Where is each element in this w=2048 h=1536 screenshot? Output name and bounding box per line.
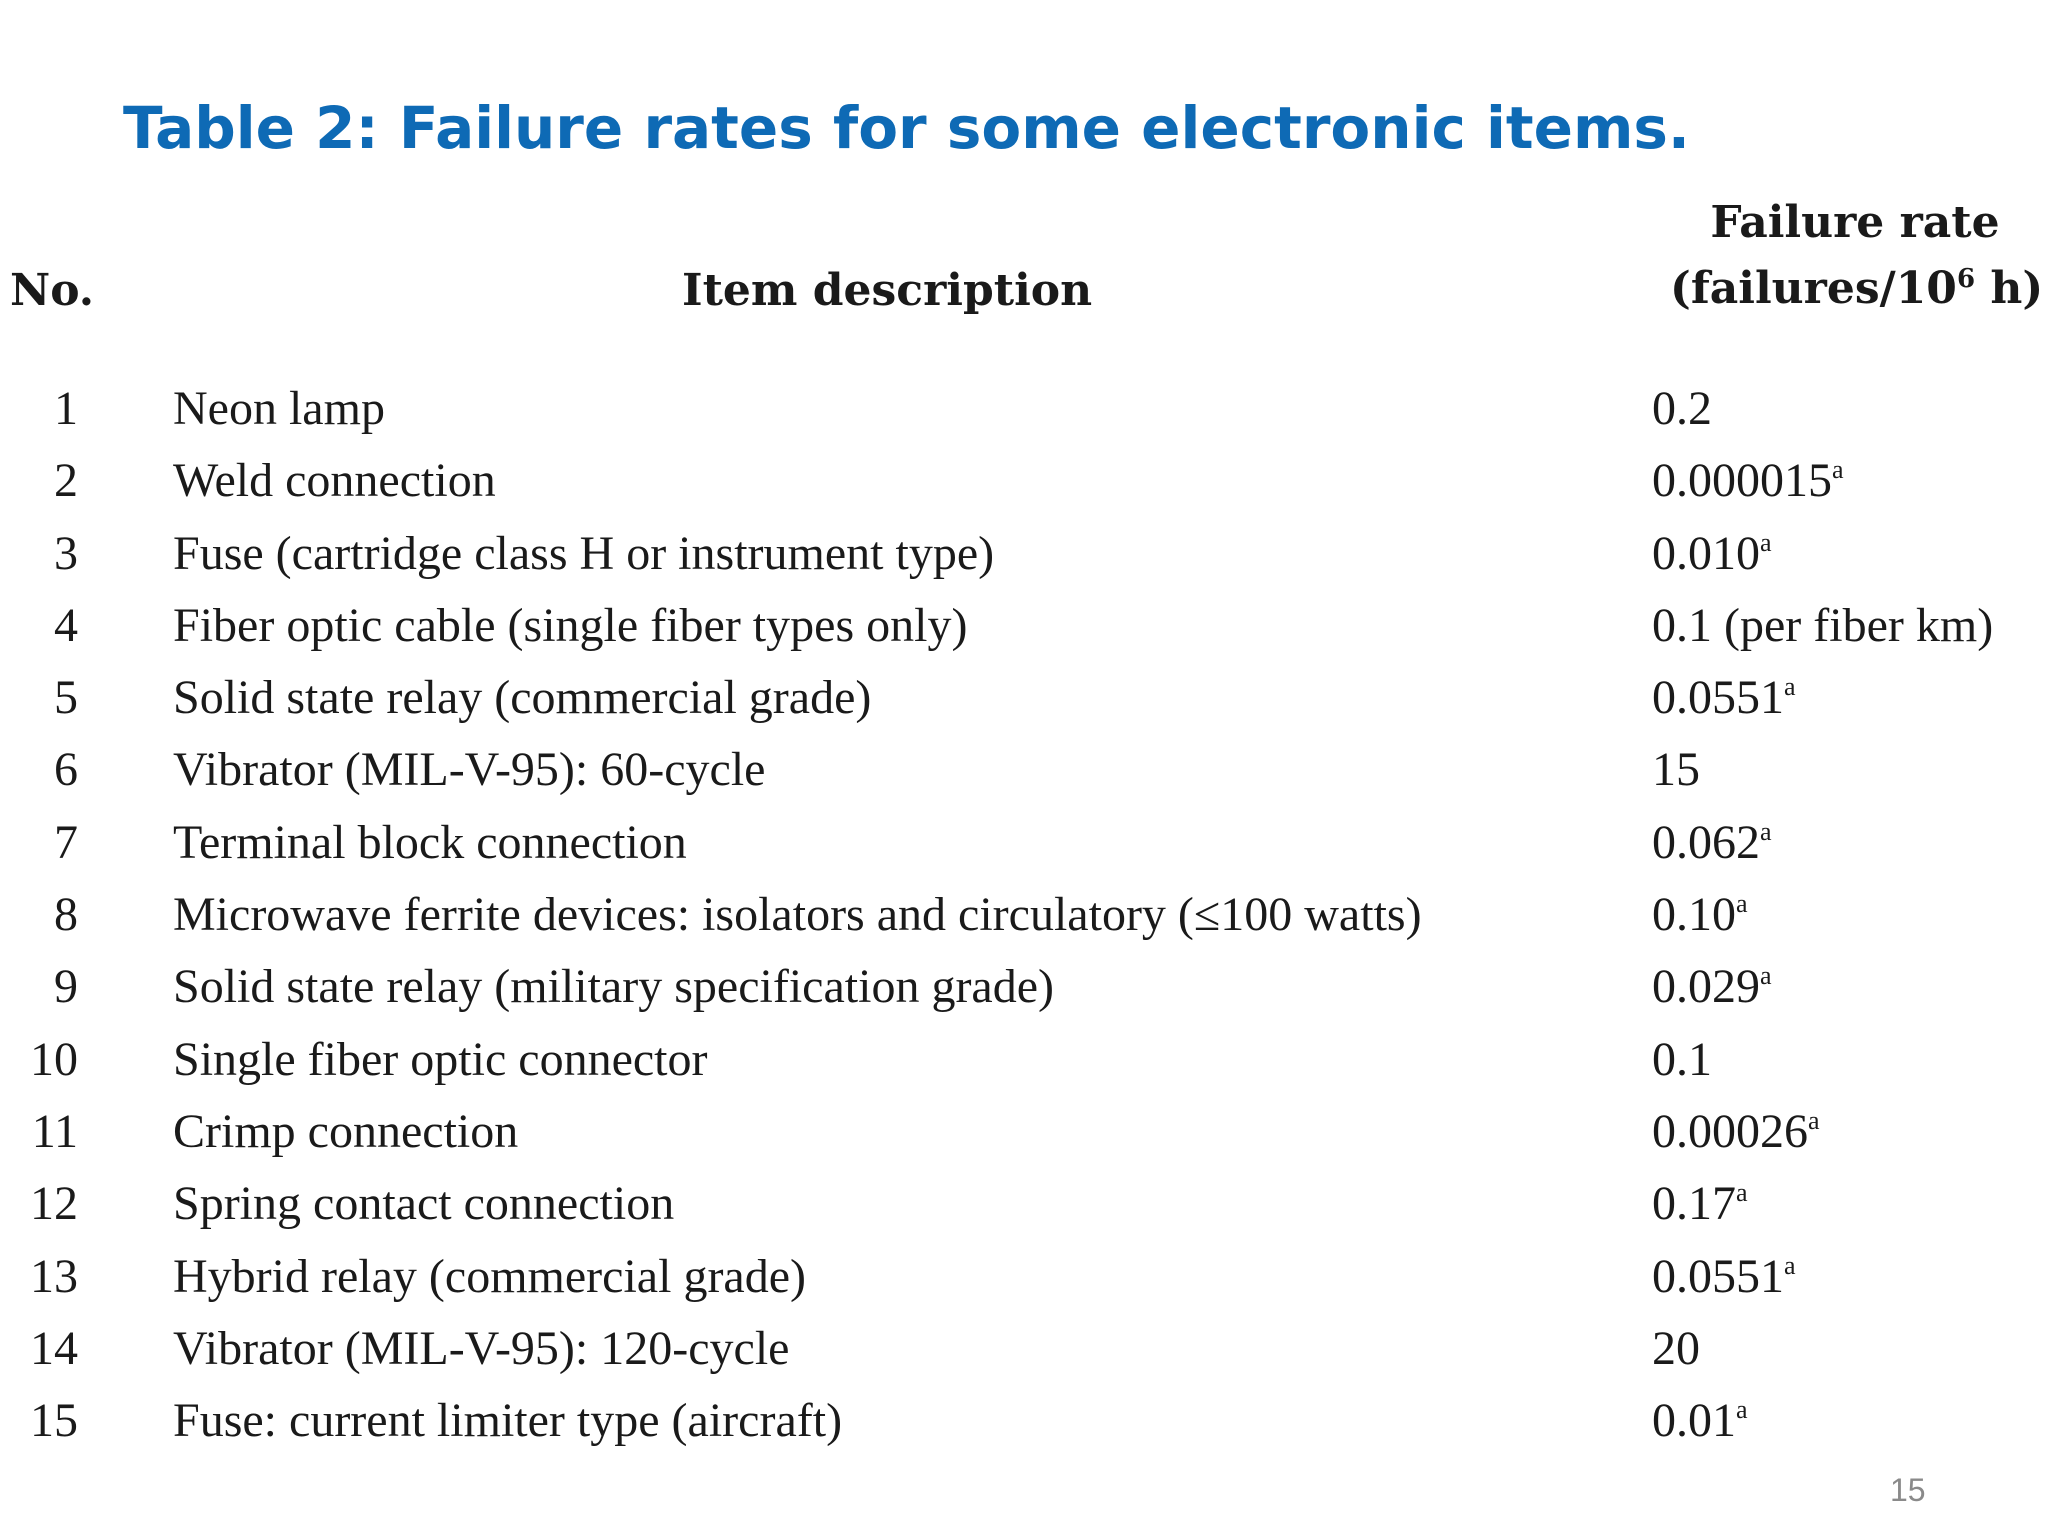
row-number: 12	[30, 1177, 78, 1231]
footnote-marker: a	[1760, 816, 1772, 846]
failure-rate-value: 0.1	[1652, 1024, 1712, 1096]
failure-rate-value: 0.10a	[1652, 879, 1748, 951]
table-row: 6 Vibrator (MIL-V-95): 60-cycle 15	[0, 734, 2048, 806]
failure-rate-unit-exponent: 6	[1956, 264, 1976, 294]
row-number: 5	[54, 671, 78, 725]
row-number: 15	[30, 1394, 78, 1448]
failure-rate-number: 15	[1652, 743, 1700, 797]
item-description: Fuse (cartridge class H or instrument ty…	[173, 526, 995, 580]
column-header-failure-rate: Failure rate (failures/106 h)	[1670, 190, 2044, 322]
failure-rate-number: 0.062	[1652, 815, 1760, 869]
row-number: 13	[30, 1249, 78, 1303]
failure-rate-number: 0.1 (per fiber km)	[1652, 598, 1994, 652]
table-row: 9 Solid state relay (military specificati…	[0, 951, 2048, 1023]
footnote-marker: a	[1736, 1395, 1748, 1425]
table-row: 15 Fuse: current limiter type (aircraft) 0…	[0, 1385, 2048, 1457]
item-description: Hybrid relay (commercial grade)	[173, 1249, 807, 1303]
table-row: 7 Terminal block connection 0.062a	[0, 807, 2048, 879]
table-row: 13 Hybrid relay (commercial grade) 0.0551a	[0, 1241, 2048, 1313]
failure-rate-number: 0.000015	[1652, 454, 1832, 508]
failure-rate-number: 20	[1652, 1321, 1700, 1375]
table-row: 4 Fiber optic cable (single fiber types o…	[0, 590, 2048, 662]
failure-rate-value: 0.029a	[1652, 951, 1772, 1023]
row-number: 1	[54, 382, 78, 435]
item-description: Terminal block connection	[173, 815, 687, 869]
row-number: 7	[54, 815, 78, 869]
table-row: 5 Solid state relay (commercial grade) 0.0…	[0, 662, 2048, 734]
failure-rate-number: 0.2	[1652, 382, 1712, 435]
item-description: Microwave ferrite devices: isolators and…	[173, 888, 1422, 942]
column-header-description: Item description	[682, 265, 1093, 316]
failure-rate-number: 0.17	[1652, 1177, 1736, 1231]
failure-rate-number: 0.01	[1652, 1394, 1736, 1448]
row-number: 14	[30, 1321, 78, 1375]
failure-rate-number: 0.0551	[1652, 671, 1784, 725]
failure-rate-value: 0.01a	[1652, 1385, 1748, 1457]
footnote-marker: a	[1736, 1178, 1748, 1208]
row-number: 4	[54, 598, 78, 652]
row-number: 3	[54, 526, 78, 580]
footnote-marker: a	[1736, 889, 1748, 919]
item-description: Single fiber optic connector	[173, 1032, 708, 1086]
item-description: Vibrator (MIL-V-95): 60-cycle	[173, 743, 766, 797]
row-number: 10	[30, 1032, 78, 1086]
footnote-marker: a	[1760, 527, 1772, 557]
failure-rate-value: 0.00026a	[1652, 1096, 1820, 1168]
table-row: 2 Weld connection 0.000015a	[0, 445, 2048, 517]
item-description: Solid state relay (commercial grade)	[173, 671, 872, 725]
failure-rate-value: 0.062a	[1652, 807, 1772, 879]
failure-rate-number: 0.1	[1652, 1032, 1712, 1086]
table-row: 1 Neon lamp 0.2	[0, 373, 2048, 445]
footnote-marker: a	[1808, 1105, 1820, 1135]
row-number: 8	[54, 888, 78, 942]
item-description: Solid state relay (military specificatio…	[173, 960, 1055, 1014]
failure-rate-value: 20	[1652, 1313, 1700, 1385]
table-row: 12 Spring contact connection 0.17a	[0, 1168, 2048, 1240]
failure-rate-value: 0.2	[1652, 373, 1712, 445]
row-number: 9	[54, 960, 78, 1014]
item-description: Vibrator (MIL-V-95): 120-cycle	[173, 1321, 790, 1375]
failure-rate-number: 0.010	[1652, 526, 1760, 580]
page-number: 15	[1890, 1472, 1926, 1508]
failure-rate-number: 0.10	[1652, 888, 1736, 942]
footnote-marker: a	[1832, 455, 1844, 485]
failure-rate-unit-suffix: h)	[1975, 263, 2044, 314]
item-description: Neon lamp	[173, 382, 385, 435]
footnote-marker: a	[1784, 672, 1796, 702]
table-row: 8 Microwave ferrite devices: isolators an…	[0, 879, 2048, 951]
failure-rate-value: 0.1 (per fiber km)	[1652, 590, 1993, 662]
failure-rate-unit-prefix: (failures/10	[1670, 263, 1957, 314]
row-number: 2	[54, 454, 78, 508]
failure-rate-table-body: 1 Neon lamp 0.2 2 Weld connection 0.000015a 3 F…	[0, 373, 2048, 1457]
item-description: Spring contact connection	[173, 1177, 675, 1231]
failure-rate-number: 0.0551	[1652, 1249, 1784, 1303]
table-row: 14 Vibrator (MIL-V-95): 120-cycle 20	[0, 1313, 2048, 1385]
failure-rate-value: 0.000015a	[1652, 445, 1844, 517]
table-row: 11 Crimp connection 0.00026a	[0, 1096, 2048, 1168]
failure-rate-value: 0.0551a	[1652, 662, 1796, 734]
failure-rate-value: 0.0551a	[1652, 1241, 1796, 1313]
item-description: Crimp connection	[173, 1104, 519, 1158]
failure-rate-header-line2: (failures/106 h)	[1670, 256, 2044, 322]
footnote-marker: a	[1784, 1250, 1796, 1280]
item-description: Weld connection	[173, 454, 496, 508]
table-row: 3 Fuse (cartridge class H or instrument t…	[0, 518, 2048, 590]
footnote-marker: a	[1760, 961, 1772, 991]
failure-rate-number: 0.00026	[1652, 1104, 1808, 1158]
item-description: Fiber optic cable (single fiber types on…	[173, 598, 968, 652]
column-header-no: No.	[10, 265, 95, 316]
failure-rate-value: 15	[1652, 734, 1700, 806]
row-number: 6	[54, 743, 78, 797]
slide-title: Table 2: Failure rates for some electron…	[123, 94, 1690, 162]
row-number: 11	[31, 1104, 78, 1158]
failure-rate-value: 0.17a	[1652, 1168, 1748, 1240]
failure-rate-number: 0.029	[1652, 960, 1760, 1014]
failure-rate-value: 0.010a	[1652, 518, 1772, 590]
item-description: Fuse: current limiter type (aircraft)	[173, 1394, 843, 1448]
table-row: 10 Single fiber optic connector 0.1	[0, 1024, 2048, 1096]
failure-rate-header-line1: Failure rate	[1710, 197, 2000, 248]
